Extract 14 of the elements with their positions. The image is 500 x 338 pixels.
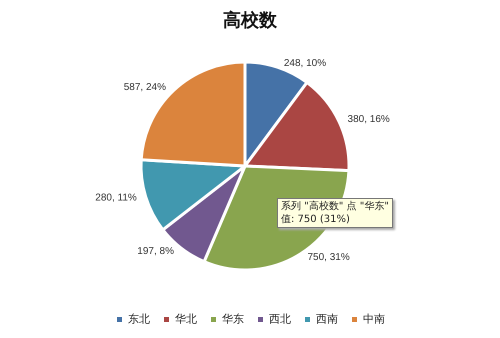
data-label: 280, 11% bbox=[95, 192, 137, 204]
legend-label: 西北 bbox=[269, 312, 291, 326]
text: 系列 "高校数" 点 "华东" 值: 750 (31%) bbox=[277, 198, 393, 228]
legend-label: 华东 bbox=[222, 312, 244, 326]
data-label: 197, 8% bbox=[137, 246, 174, 257]
legend-label: 中南 bbox=[363, 312, 385, 326]
chart-title: 高校数 bbox=[223, 10, 278, 30]
data-label: 750, 31% bbox=[307, 252, 350, 263]
legend-label: 华北 bbox=[175, 312, 197, 326]
legend-label: 西南 bbox=[316, 312, 338, 326]
data-label: 380, 16% bbox=[348, 114, 390, 126]
data-label: 248, 10% bbox=[284, 58, 326, 69]
legend-label: 东北 bbox=[128, 312, 150, 326]
data-label: 587, 24% bbox=[124, 82, 166, 93]
